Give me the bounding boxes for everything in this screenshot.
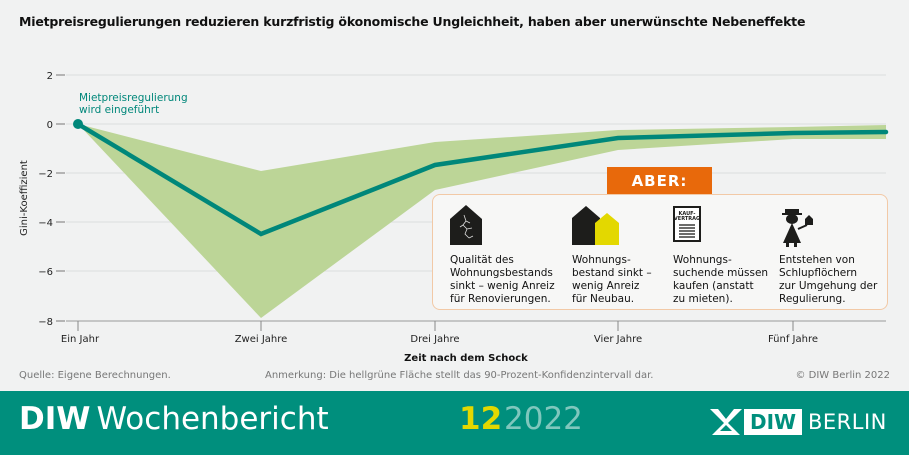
cracked-house-icon [450,205,570,245]
houses-icon [572,205,692,245]
svg-text:KAUF-: KAUF- [679,211,696,217]
svg-text:Fünf Jahre: Fünf Jahre [768,334,818,345]
annotation-line1: Mietpreisregulierung [79,92,188,104]
svg-text:VERTRAG: VERTRAG [674,216,700,222]
diw-logo-mark-icon [710,409,742,435]
side-effect-text: Wohnungs- suchende müssen kaufen (anstat… [673,254,769,305]
svg-text:−6: −6 [38,267,53,278]
svg-text:0: 0 [47,120,53,131]
svg-text:Drei Jahre: Drei Jahre [410,334,459,345]
aber-label: ABER: [607,167,712,194]
burglar-icon [779,205,889,247]
publication-name: DIW Wochenbericht [19,401,329,437]
side-effect-loopholes: Entstehen von Schlupflöchern zur Umgehun… [779,205,889,306]
x-tick-labels: Ein Jahr Zwei Jahre Drei Jahre Vier Jahr… [61,334,818,345]
source-note: Quelle: Eigene Berechnungen. [19,370,171,381]
side-effects-box: Qualität des Wohnungsbestands sinkt – we… [432,194,888,310]
copyright: © DIW Berlin 2022 [795,370,890,381]
side-effect-quality: Qualität des Wohnungsbestands sinkt – we… [450,205,570,306]
side-effect-buy: KAUF- VERTRAG Wohnungs- suchende müssen … [673,205,793,306]
svg-text:Ein Jahr: Ein Jahr [61,334,100,345]
confidence-band [78,124,886,318]
footer-bar: DIW Wochenbericht 12 2022 DIW BERLIN [0,391,909,455]
contract-document-icon: KAUF- VERTRAG [673,205,793,245]
svg-text:2: 2 [47,71,53,82]
y-axis-label: Gini-Koeffizient [19,160,30,236]
x-axis-label: Zeit nach dem Schock [404,353,528,364]
y-ticks [56,74,65,322]
side-effect-text: Qualität des Wohnungsbestands sinkt – we… [450,254,555,305]
side-effect-text: Wohnungs- bestand sinkt – wenig Anreiz f… [572,254,652,305]
issue-year: 2022 [504,401,583,437]
start-point-marker [73,119,83,129]
chart-title: Mietpreisregulierungen reduzieren kurzfr… [19,14,806,29]
side-effect-text: Entstehen von Schlupflöchern zur Umgehun… [779,254,878,305]
svg-text:−8: −8 [38,317,53,328]
gini-line [75,121,889,237]
svg-text:Vier Jahre: Vier Jahre [594,334,642,345]
svg-text:Zwei Jahre: Zwei Jahre [235,334,288,345]
y-tick-labels: 2 0 −2 −4 −6 −8 [38,71,53,328]
side-effect-supply: Wohnungs- bestand sinkt – wenig Anreiz f… [572,205,692,306]
svg-text:−2: −2 [38,169,53,180]
annotation-line2: wird eingeführt [79,104,159,116]
svg-text:−4: −4 [38,218,53,229]
annotation-note: Anmerkung: Die hellgrüne Fläche stellt d… [265,370,654,381]
issue-number: 12 [459,401,503,437]
x-ticks [77,321,794,331]
